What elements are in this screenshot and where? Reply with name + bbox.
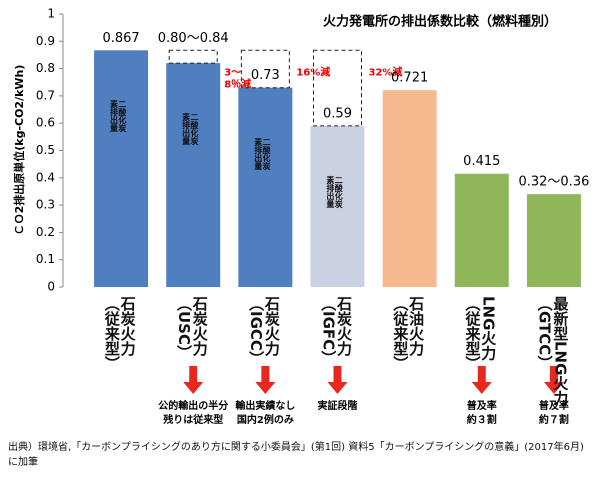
- arrow-head: [327, 382, 348, 394]
- arrow-head: [183, 382, 204, 394]
- bar: [526, 194, 581, 287]
- bar: [94, 50, 149, 288]
- arrow-shaft: [261, 366, 270, 382]
- y-tick-label: 0.6: [36, 116, 55, 130]
- value-label: 0.73: [251, 68, 280, 83]
- category-label: 石炭火力 （USC）: [174, 296, 209, 360]
- reduction-label: 32%減: [369, 65, 403, 78]
- y-axis-label: ＣＯ2排出原単位(kg-CO2/kWh): [12, 65, 26, 236]
- value-label: 0.80～0.84: [158, 31, 229, 46]
- chart-title: 火力発電所の排出係数比較（燃料種別）: [323, 14, 557, 30]
- bar: [238, 87, 293, 288]
- y-tick-label: 0.8: [36, 61, 55, 75]
- category-label: 最新型LNG火力 （GTCC）: [535, 296, 570, 406]
- note: 実証段階: [317, 401, 358, 412]
- arrow-shaft: [189, 366, 198, 382]
- y-tick-label: 0.4: [36, 170, 55, 184]
- value-label: 0.32～0.36: [518, 175, 589, 190]
- bar-text: 二酸化炭 素排出量: [325, 175, 344, 208]
- bar: [382, 90, 437, 288]
- bar-text: 二酸化炭 素排出量: [109, 100, 127, 133]
- bar-text: 二酸化炭 素排出量: [181, 113, 199, 146]
- bar-text: 二酸化炭 素排出量: [253, 137, 272, 170]
- y-tick-label: 0.1: [36, 252, 55, 266]
- value-label: 0.867: [102, 31, 139, 46]
- y-tick-label: 0.7: [36, 88, 55, 102]
- value-label: 0.721: [391, 71, 428, 86]
- arrow-shaft: [333, 366, 342, 382]
- arrow-shaft: [549, 366, 558, 382]
- category-label: 石炭火力 （従来型）: [102, 296, 137, 371]
- source: 出典）環境省,「カーボンプライシングのあり方に関する小委員会」(第1回) 資料5…: [8, 442, 584, 468]
- arrow-head: [255, 382, 276, 394]
- y-tick-label: 0.2: [36, 225, 55, 239]
- reduction-box: [240, 49, 290, 89]
- y-tick-label: 0.3: [36, 198, 55, 212]
- value-label: 0.415: [463, 154, 500, 169]
- y-tick-label: 1: [47, 7, 55, 21]
- y-tick-label: 0: [47, 280, 55, 294]
- y-tick-label: 0.9: [36, 34, 55, 48]
- note: 公的輸出の半分 残りは従来型: [158, 401, 229, 426]
- category-label: 石油火力 （従来型）: [391, 296, 426, 371]
- bar: [166, 63, 221, 287]
- reduction-box: [313, 49, 362, 127]
- note: 普及率 約７割: [538, 401, 569, 426]
- note: 普及率 約３割: [466, 401, 497, 426]
- arrow-head: [471, 382, 492, 394]
- y-tick-label: 0.5: [36, 143, 55, 157]
- bar: [310, 125, 365, 288]
- category-label: 石炭火力 （IGFC）: [319, 296, 353, 366]
- reduction-box: [168, 49, 218, 64]
- reduction-label: 3～ 8％減: [224, 67, 251, 90]
- value-label: 0.59: [323, 106, 352, 121]
- bar: [454, 173, 509, 287]
- arrow-shaft: [477, 366, 486, 382]
- category-label: 石炭火力 （IGCC）: [247, 296, 281, 366]
- arrow-head: [543, 382, 564, 394]
- note: 輸出実績なし 国内2例のみ: [235, 401, 296, 426]
- category-label: LNG火力 （従来型）: [463, 296, 498, 371]
